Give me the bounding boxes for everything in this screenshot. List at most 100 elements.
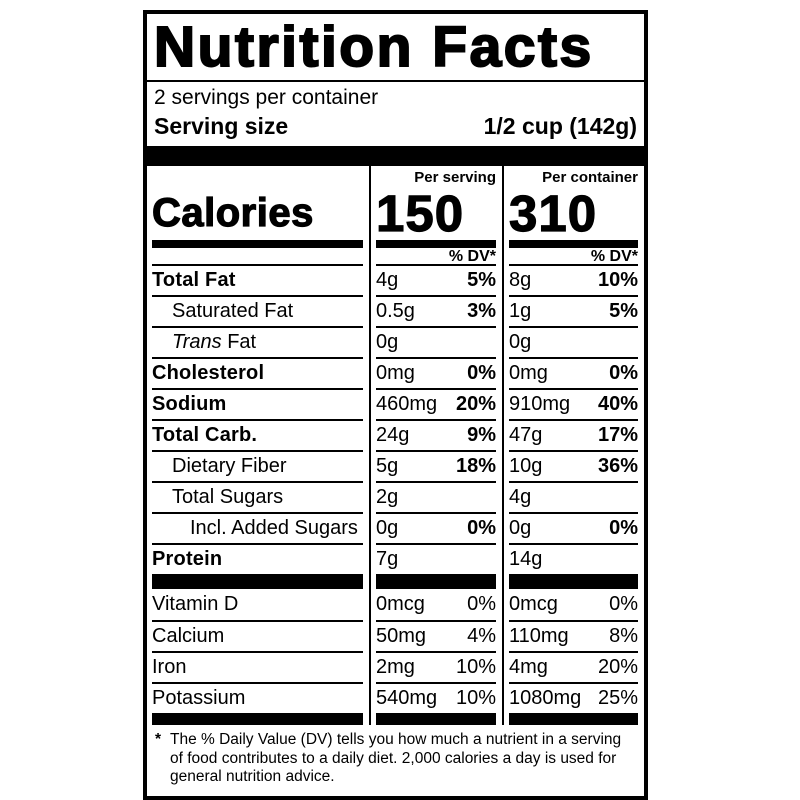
- percent-dv-header: % DV*: [590, 248, 638, 265]
- daily-value-percent: 10%: [455, 687, 496, 709]
- nutrient-value-row: 47g 17%: [509, 419, 638, 450]
- daily-value-percent: 36%: [597, 455, 638, 477]
- nutrient-value-row: 8g 10%: [509, 264, 638, 295]
- per-container-column: Per container 310 % DV* 8g 10% 1g 5% 0g 0mg 0%…: [502, 166, 644, 725]
- nutrient-row: Calcium: [152, 620, 363, 651]
- amount-value: 1080mg: [509, 687, 582, 709]
- nutrient-value-row: 0g 0%: [376, 512, 496, 543]
- bottom-thick-bar: [152, 713, 363, 725]
- nutrient-row: Total Sugars: [152, 481, 363, 512]
- nutrient-name: Potassium: [152, 687, 246, 709]
- section-thick-bar: [509, 574, 638, 589]
- nutrient-value-row: 4mg 20%: [509, 651, 638, 682]
- nutrient-value-row: 0mcg 0%: [509, 589, 638, 620]
- nutrient-value-row: 5g 18%: [376, 450, 496, 481]
- per-serving-header: Per serving: [414, 169, 496, 186]
- nutrient-value-row: 50mg 4%: [376, 620, 496, 651]
- nutrient-value-row: 1g 5%: [509, 295, 638, 326]
- per-serving-values-micros: 0mcg 0% 50mg 4% 2mg 10% 540mg 10%: [376, 589, 496, 713]
- nutrient-value-row: 10g 36%: [509, 450, 638, 481]
- footnote-text: The % Daily Value (DV) tells you how muc…: [170, 731, 622, 786]
- daily-value-percent: 17%: [597, 424, 638, 446]
- amount-value: 5g: [376, 455, 399, 477]
- label-title: Nutrition Facts: [153, 15, 594, 79]
- nutrient-row: Trans Fat: [152, 326, 363, 357]
- nutrient-name: Dietary Fiber: [172, 455, 287, 477]
- nutrient-name: Iron: [152, 656, 187, 678]
- daily-value-percent: 5%: [467, 269, 496, 291]
- nutrient-name: Vitamin D: [152, 593, 239, 615]
- nutrient-value-row: 0g 0%: [509, 512, 638, 543]
- daily-value-percent: 0%: [609, 362, 638, 384]
- daily-value-percent: 0%: [467, 593, 496, 615]
- amount-value: 2mg: [376, 656, 415, 678]
- amount-value: 0mcg: [376, 593, 425, 615]
- nutrient-value-row: 910mg 40%: [509, 388, 638, 419]
- serving-size-value: 1/2 cup (142g): [483, 113, 637, 139]
- per-serving-values-main: 4g 5% 0.5g 3% 0g 0mg 0% 460mg 20% 24g 9% 5g 18% 2g 0g 0…: [376, 264, 496, 574]
- daily-value-percent: 40%: [597, 393, 638, 415]
- nutrient-value-row: 1080mg 25%: [509, 682, 638, 713]
- amount-value: 24g: [376, 424, 410, 446]
- daily-value-percent: 0%: [609, 593, 638, 615]
- nutrient-row: Iron: [152, 651, 363, 682]
- amount-value: 4g: [509, 486, 532, 508]
- calories-underbar: [376, 240, 496, 248]
- nutrient-value-row: 7g: [376, 543, 496, 574]
- per-container-values-main: 8g 10% 1g 5% 0g 0mg 0% 910mg 40% 47g 17% 10g 36% 4g 0g…: [509, 264, 638, 574]
- amount-value: 110mg: [509, 625, 569, 647]
- nutrient-row: Protein: [152, 543, 363, 574]
- amount-value: 8g: [509, 269, 532, 291]
- nutrient-name: Sodium: [152, 393, 227, 415]
- serving-size-label: Serving size: [154, 113, 289, 139]
- nutrient-value-row: 24g 9%: [376, 419, 496, 450]
- nutrient-names-micros: Vitamin D Calcium Iron Potassium: [152, 589, 363, 713]
- nutrient-name: Incl. Added Sugars: [190, 517, 358, 539]
- nutrient-value-row: 0mg 0%: [376, 357, 496, 388]
- daily-value-percent: 0%: [467, 517, 496, 539]
- amount-value: 47g: [509, 424, 543, 446]
- amount-value: 0mg: [376, 362, 415, 384]
- nutrient-names-main: Total Fat Saturated Fat Trans Fat Cholester…: [152, 264, 363, 574]
- nutrient-row: Cholesterol: [152, 357, 363, 388]
- nutrient-row: Sodium: [152, 388, 363, 419]
- nutrition-facts-label: Nutrition Facts 2 servings per container…: [143, 10, 648, 800]
- amount-value: 14g: [509, 548, 543, 570]
- nutrient-name: Cholesterol: [152, 362, 265, 384]
- nutrient-value-row: 0.5g 3%: [376, 295, 496, 326]
- nutrient-value-row: 0g: [509, 326, 638, 357]
- daily-value-percent: 20%: [455, 393, 496, 415]
- per-serving-column: Per serving 150 % DV* 4g 5% 0.5g 3% 0g 0mg 0% 4…: [369, 166, 502, 725]
- per-container-heading-cell: Per container 310 % DV*: [508, 166, 638, 265]
- amount-value: 4mg: [509, 656, 548, 678]
- nutrient-value-row: 460mg 20%: [376, 388, 496, 419]
- serving-size-row: Serving size 1/2 cup (142g): [152, 110, 639, 146]
- calories-per-serving-value: 150: [375, 185, 465, 242]
- amount-value: 460mg: [376, 393, 438, 415]
- daily-value-percent: 9%: [467, 424, 496, 446]
- nutrient-row: Saturated Fat: [152, 295, 363, 326]
- daily-value-percent: 10%: [597, 269, 638, 291]
- bottom-thick-bar: [376, 713, 496, 725]
- percent-dv-header: % DV*: [448, 248, 496, 265]
- dv-spacer: [152, 248, 363, 264]
- nutrient-value-row: 2mg 10%: [376, 651, 496, 682]
- amount-value: 0.5g: [376, 300, 415, 322]
- calories-underbar: [152, 240, 363, 248]
- amount-value: 0g: [509, 517, 532, 539]
- nutrient-row: Total Carb.: [152, 419, 363, 450]
- amount-value: 0g: [376, 517, 399, 539]
- amount-value: 0g: [376, 331, 399, 353]
- footnote-asterisk: *: [155, 731, 162, 748]
- daily-value-percent: 18%: [455, 455, 496, 477]
- nutrient-value-row: 0mg 0%: [509, 357, 638, 388]
- daily-value-percent: 25%: [597, 687, 638, 709]
- nutrient-name: Total Fat: [152, 269, 236, 291]
- nutrient-name: Trans Fat: [172, 331, 257, 353]
- amount-value: 4g: [376, 269, 399, 291]
- section-thick-bar: [152, 574, 363, 589]
- label-columns: Calories Total Fat Saturated Fat Trans Fat…: [147, 166, 644, 725]
- daily-value-percent: 8%: [609, 625, 638, 647]
- calories-heading-cell: Calories: [151, 166, 363, 264]
- amount-value: 50mg: [376, 625, 427, 647]
